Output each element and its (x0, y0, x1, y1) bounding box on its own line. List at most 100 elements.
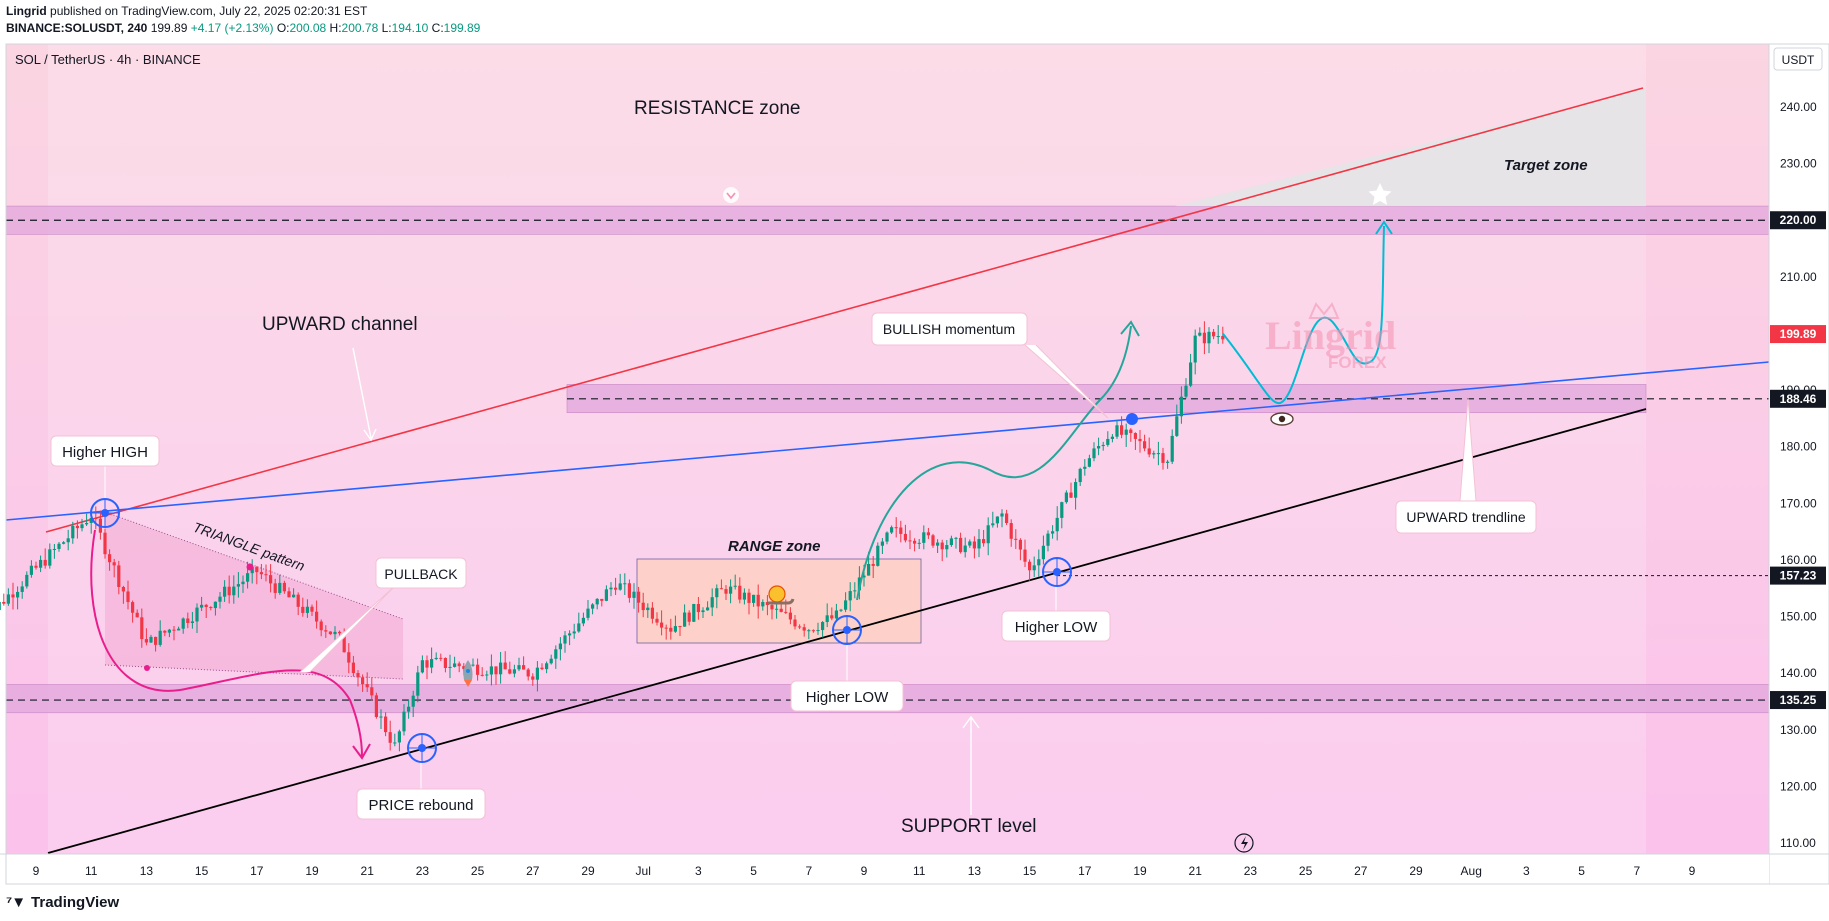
candle-body (940, 542, 944, 550)
candle-body (310, 606, 314, 612)
candle (1161, 447, 1165, 470)
candle (80, 518, 84, 532)
candle-body (1101, 444, 1105, 447)
candle-body (627, 583, 631, 598)
candle (742, 588, 746, 605)
candle (108, 549, 112, 571)
candle (2, 593, 6, 606)
candle-body (669, 627, 673, 632)
candle-body (1202, 332, 1206, 344)
candle (692, 603, 696, 623)
candle-body (807, 630, 811, 632)
candle-body (209, 607, 213, 609)
resistance-zone-label: RESISTANCE zone (634, 98, 800, 119)
price-label-text: 135.25 (1780, 693, 1817, 707)
candle-body (880, 541, 884, 546)
y-tick-label: 230.00 (1780, 157, 1817, 171)
candle (328, 631, 332, 635)
candle-body (526, 669, 530, 677)
candle-body (977, 539, 981, 549)
y-tick-label: 120.00 (1780, 779, 1817, 793)
triangle-shading (105, 512, 403, 679)
candle (443, 657, 447, 673)
candle-body (632, 591, 636, 598)
candle-body (1189, 362, 1193, 386)
candle (1069, 482, 1073, 499)
candle-body (512, 669, 516, 674)
candle (1166, 459, 1170, 469)
candle-body (701, 610, 705, 613)
candle-body (816, 630, 820, 632)
candle-body (218, 596, 222, 602)
price-scale[interactable] (1769, 44, 1829, 854)
candle (991, 511, 995, 528)
candle-body (738, 585, 742, 600)
candle-body (250, 567, 254, 574)
candle-body (614, 587, 618, 590)
candle (209, 606, 213, 611)
candle (0, 601, 1, 611)
candle-body (25, 574, 29, 587)
price-label-135.25: 135.25 (1770, 691, 1826, 710)
candle-body (89, 518, 93, 523)
candle (660, 610, 664, 636)
candle-body (338, 631, 342, 634)
candle-body (572, 631, 576, 634)
candle-body (834, 610, 838, 619)
candle (181, 617, 185, 634)
candle (476, 658, 480, 681)
candle-body (1221, 336, 1225, 340)
candle-body (678, 626, 682, 628)
candle (1101, 441, 1105, 451)
footer-brand[interactable]: ⁷▼ TradingView (6, 894, 119, 911)
candle-body (186, 618, 190, 624)
candle (324, 625, 328, 638)
candle-body (844, 600, 848, 610)
x-tick-label: 25 (1299, 864, 1313, 878)
candle-body (549, 658, 553, 664)
triangle-point-low (144, 665, 150, 671)
candle (282, 580, 286, 594)
candle (1060, 501, 1064, 529)
candle-body (135, 612, 139, 618)
candle-body (264, 574, 268, 576)
candle (310, 604, 314, 616)
time-axis[interactable] (0, 854, 1769, 884)
candle-body (443, 658, 447, 668)
candle (356, 670, 360, 687)
candle (218, 591, 222, 609)
flash-icon[interactable] (1234, 833, 1254, 853)
candle-body (365, 684, 369, 688)
y-tick-label: 140.00 (1780, 666, 1817, 680)
candle (738, 577, 742, 604)
candle (627, 579, 631, 603)
candle-body (448, 666, 452, 668)
price-label-188.46: 188.46 (1770, 389, 1826, 408)
candle-body (558, 643, 562, 650)
candle (1000, 509, 1004, 528)
candle (1018, 538, 1022, 561)
candle-body (1087, 458, 1091, 467)
currency-badge[interactable]: USDT (1773, 47, 1823, 71)
high-label: H: (329, 21, 342, 35)
candle-body (793, 619, 797, 627)
candle (34, 561, 38, 570)
x-tick-label: 9 (861, 864, 868, 878)
candle (752, 594, 756, 607)
candle (6, 588, 10, 606)
candle (609, 582, 613, 597)
x-ticks: 9 11 13 15 17 19 21 23 25 27 29 Jul 3 5 7 9 11 13 15 17 19 21… (33, 864, 1696, 878)
candle (618, 573, 622, 591)
x-tick-label: Jul (636, 864, 651, 878)
candle-body (673, 626, 677, 632)
candle-body (871, 563, 875, 566)
candle (963, 537, 967, 558)
candle-body (788, 612, 792, 620)
callout-higher-low-2: Higher LOW (1001, 610, 1111, 642)
publisher-name[interactable]: Lingrid (6, 4, 47, 18)
candle (821, 621, 825, 638)
candle-body (747, 592, 751, 603)
candle (968, 539, 972, 548)
projection-arrowhead (1375, 220, 1393, 235)
